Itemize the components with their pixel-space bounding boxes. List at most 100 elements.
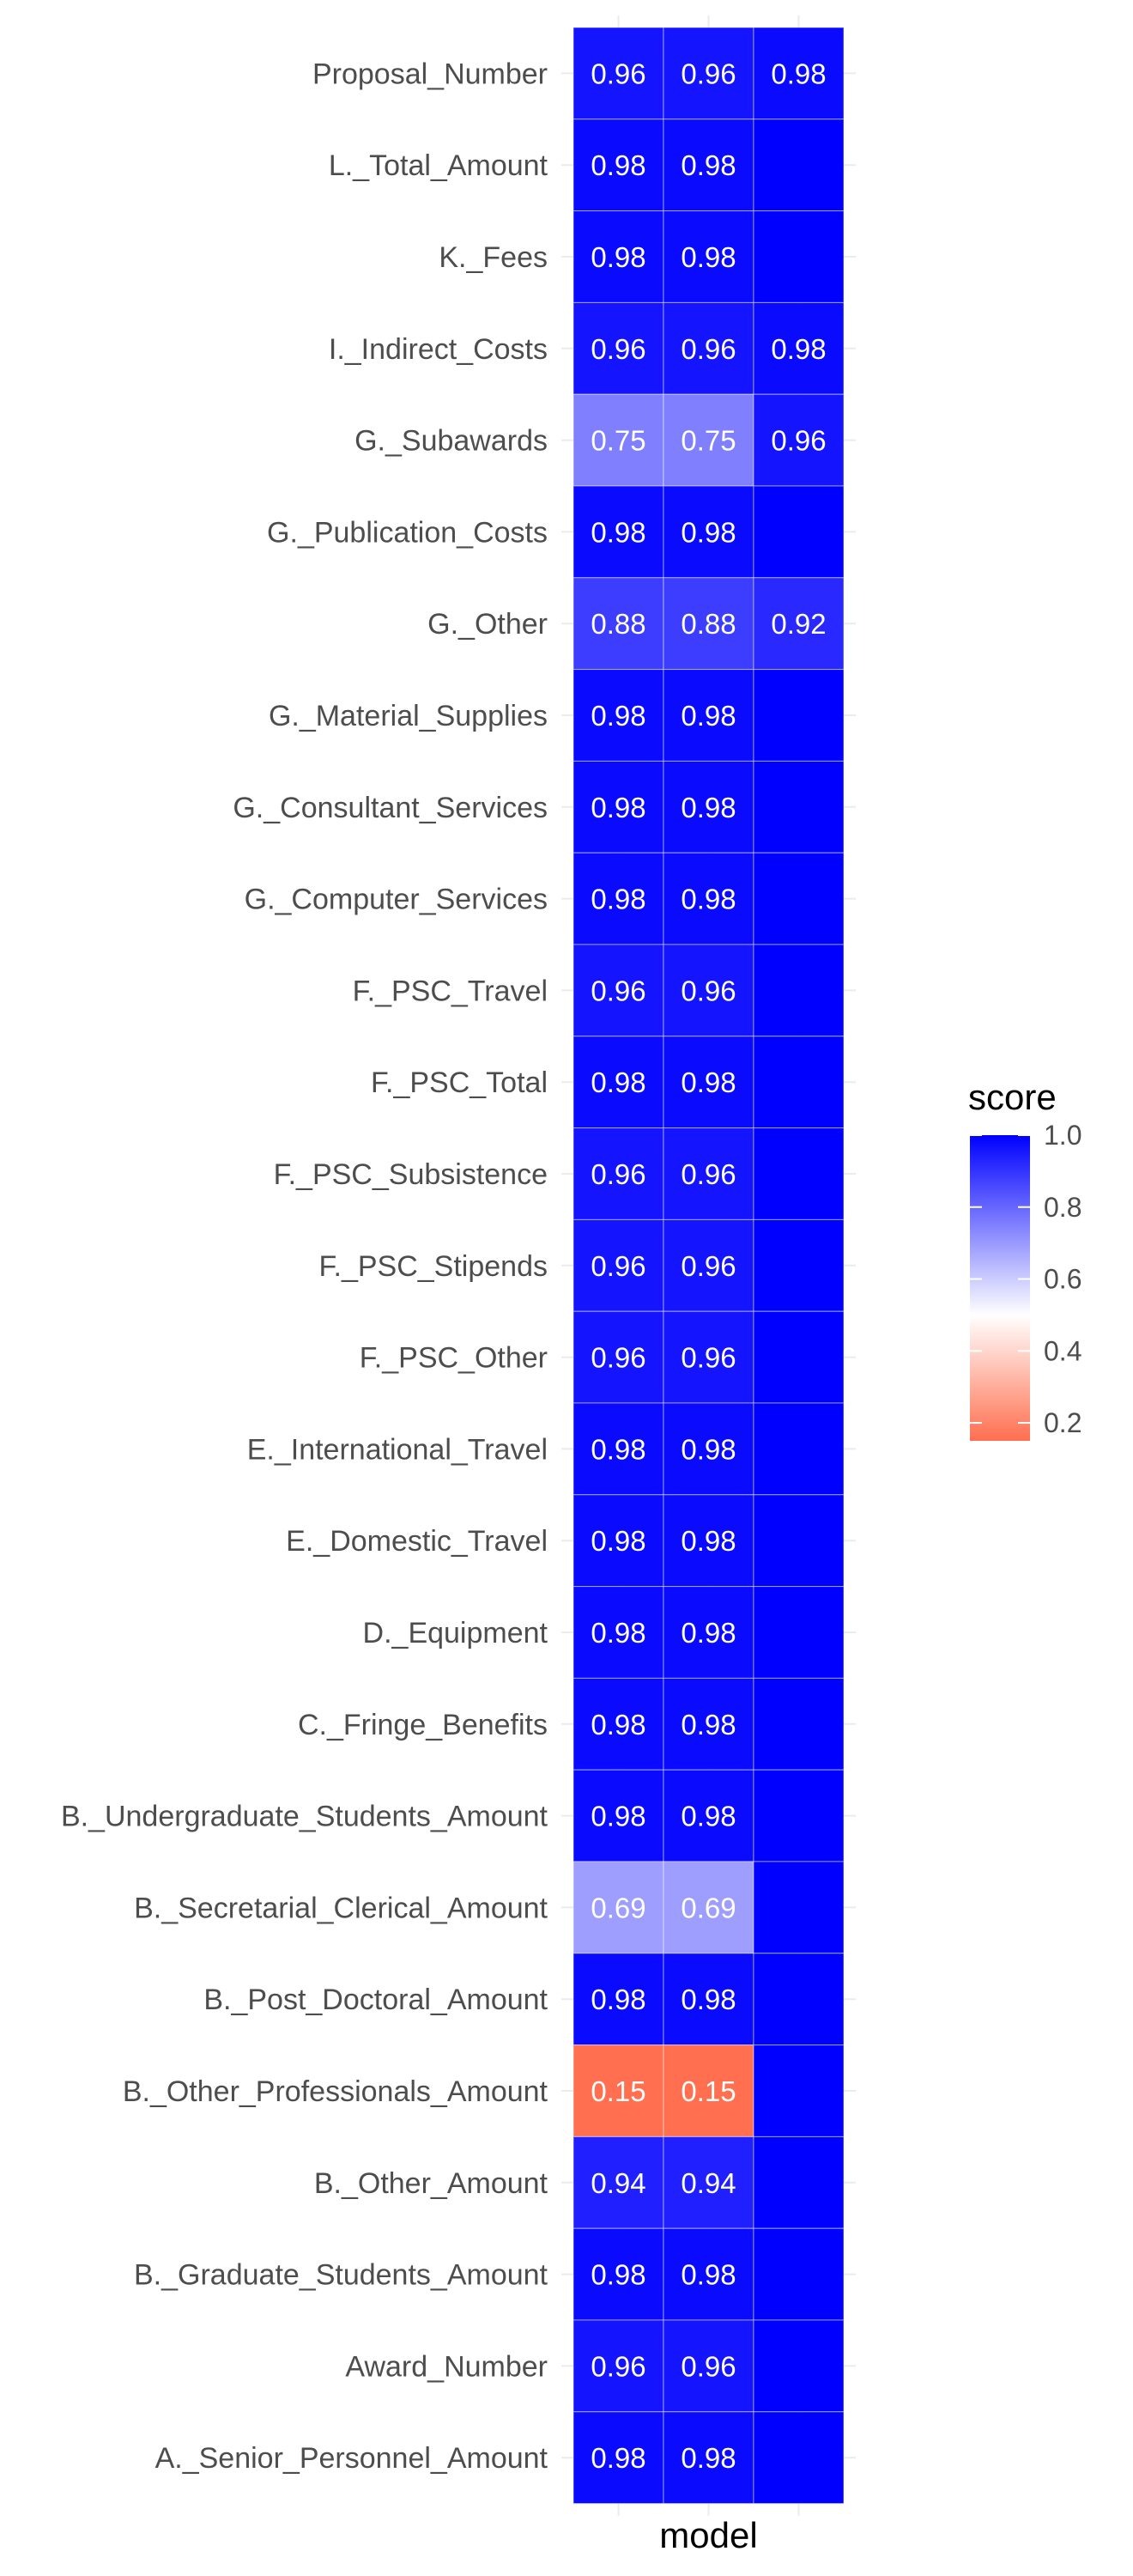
cell-value-label: 0.96: [591, 333, 645, 365]
row-label: E._International_Travel: [247, 1433, 548, 1466]
heatmap-cell: [753, 210, 845, 303]
cell-value-label: 0.69: [591, 1892, 645, 1923]
cell-value-label: 0.88: [681, 608, 736, 640]
row-label: C._Fringe_Benefits: [298, 1709, 548, 1741]
row-label: L._Total_Amount: [329, 149, 548, 182]
cell-value-label: 0.98: [681, 1433, 736, 1465]
cell-value-label: 0.75: [681, 425, 736, 457]
heatmap-cell: [573, 1402, 664, 1496]
heatmap-cell: [753, 1310, 845, 1404]
row-label: G._Material_Supplies: [269, 700, 548, 732]
heatmap-cell: [663, 1127, 754, 1220]
cell-value-label: 0.94: [591, 2167, 645, 2199]
heatmap-cell: [573, 210, 664, 303]
cell-value-label: 0.98: [681, 884, 736, 915]
cell-value-label: 0.96: [681, 1250, 736, 1282]
cell-value-label: 0.98: [681, 1984, 736, 2015]
heatmap-cell: [573, 1861, 664, 1954]
heatmap-cell: [663, 1677, 754, 1771]
row-label: G._Other: [427, 608, 548, 641]
cell-value-label: 0.98: [771, 333, 826, 365]
cell-value-label: 0.98: [591, 1617, 645, 1649]
heatmap-cell: [573, 2136, 664, 2229]
heatmap-cell: [753, 2411, 845, 2505]
heatmap-cell: [573, 669, 664, 762]
heatmap-cell: [753, 2044, 845, 2137]
cell-value-label: 0.98: [681, 1066, 736, 1098]
heatmap-cell: [573, 2411, 664, 2505]
heatmap-cell: [663, 2319, 754, 2413]
heatmap-cell: [753, 760, 845, 854]
cell-value-label: 0.98: [681, 516, 736, 548]
cell-value-label: 0.98: [681, 241, 736, 273]
heatmap-cell: [663, 760, 754, 854]
heatmap-cell: [753, 944, 845, 1037]
cell-value-label: 0.92: [771, 608, 826, 640]
cell-value-label: 0.96: [771, 425, 826, 457]
row-label: F._PSC_Stipends: [319, 1250, 548, 1283]
x-axis-label: model: [659, 2515, 757, 2555]
row-label: Proposal_Number: [312, 58, 548, 90]
row-label: F._PSC_Travel: [353, 975, 548, 1007]
cell-value-label: 0.98: [591, 1066, 645, 1098]
heatmap-cell: [753, 1127, 845, 1220]
heatmap-cell: [663, 577, 754, 671]
cell-value-label: 0.98: [591, 241, 645, 273]
legend-tick-label: 1.0: [1044, 1120, 1082, 1151]
cell-value-label: 0.96: [591, 58, 645, 89]
heatmap-cell: [573, 1769, 664, 1862]
cell-value-label: 0.98: [681, 792, 736, 823]
legend-tick-label: 0.6: [1044, 1264, 1082, 1295]
heatmap-cell: [573, 577, 664, 671]
row-label: D._Equipment: [363, 1617, 548, 1649]
heatmap-cell: [663, 944, 754, 1037]
cell-value-label: 0.98: [681, 1801, 736, 1832]
heatmap-cell: [573, 852, 664, 945]
cell-value-label: 0.96: [591, 1158, 645, 1190]
heatmap-cell: [573, 1677, 664, 1771]
row-label: B._Undergraduate_Students_Amount: [61, 1801, 548, 1833]
heatmap-cell: [753, 393, 845, 487]
cell-value-label: 0.96: [681, 1158, 736, 1190]
legend-color-bar: [970, 1135, 1030, 1441]
cell-value-label: 0.98: [591, 884, 645, 915]
heatmap-cell: [573, 118, 664, 212]
heatmap-cell: [663, 669, 754, 762]
heatmap-cell: [573, 1494, 664, 1588]
cell-value-label: 0.98: [681, 700, 736, 732]
heatmap-cell: [753, 1861, 845, 1954]
legend-tick-label: 0.8: [1044, 1192, 1082, 1223]
heatmap-cell: [753, 1586, 845, 1679]
cell-value-label: 0.96: [681, 1342, 736, 1374]
heatmap-cell: [753, 485, 845, 579]
heatmap-cell: [753, 1036, 845, 1129]
heatmap-cell: [753, 1769, 845, 1862]
cell-value-label: 0.15: [591, 2075, 645, 2107]
cell-value-label: 0.94: [681, 2167, 736, 2199]
heatmap-cells: 0.96 0.96 0.98 0.98 0.98 0.98 0.98 0.96 0.96 0.98…: [573, 27, 845, 2505]
heatmap-cell: [753, 1494, 845, 1588]
cell-value-label: 0.96: [681, 333, 736, 365]
legend-title: score: [968, 1077, 1057, 1117]
heatmap-cell: [573, 1127, 664, 1220]
legend-ticks: 0.2 0.4 0.6 0.8 1.0: [970, 1120, 1082, 1438]
cell-value-label: 0.96: [681, 58, 736, 89]
row-label: F._PSC_Subsistence: [274, 1158, 548, 1191]
heatmap-cell: [753, 27, 845, 120]
row-label: B._Other_Professionals_Amount: [123, 2075, 548, 2108]
row-label: G._Subawards: [354, 425, 548, 458]
cell-value-label: 0.98: [591, 1801, 645, 1832]
cell-value-label: 0.98: [681, 149, 736, 181]
cell-value-label: 0.96: [591, 1342, 645, 1374]
cell-value-label: 0.98: [591, 792, 645, 823]
row-label: F._PSC_Other: [360, 1342, 548, 1375]
heatmap-cell: [663, 1586, 754, 1679]
row-label: F._PSC_Total: [371, 1066, 548, 1099]
heatmap-cell: [573, 2227, 664, 2321]
cell-value-label: 0.96: [681, 975, 736, 1006]
cell-value-label: 0.96: [591, 2350, 645, 2382]
heatmap-cell: [753, 1402, 845, 1496]
cell-value-label: 0.69: [681, 1892, 736, 1923]
cell-value-label: 0.98: [591, 149, 645, 181]
